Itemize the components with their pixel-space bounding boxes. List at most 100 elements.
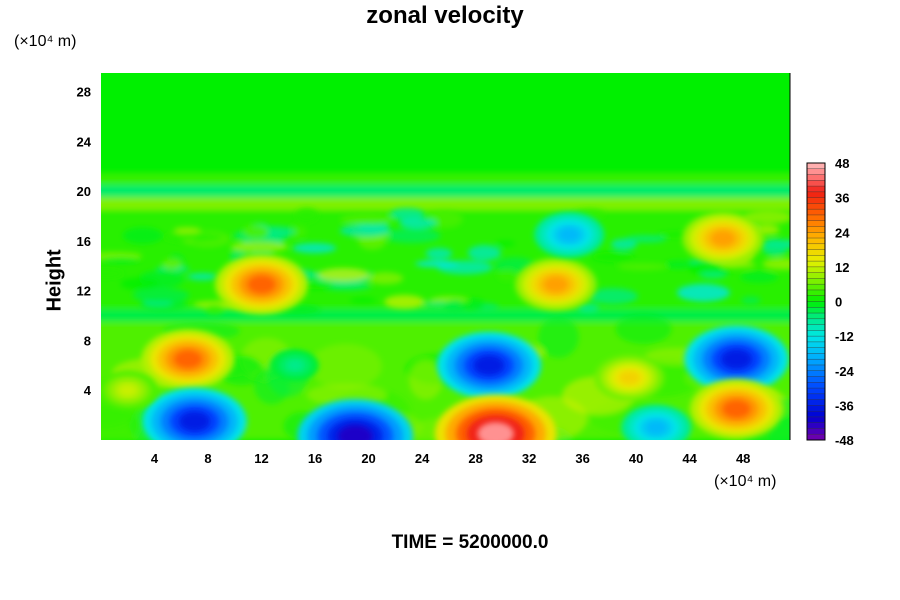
x-tick-label: 4 bbox=[151, 451, 159, 466]
x-tick-label: 8 bbox=[204, 451, 211, 466]
colorbar-segment bbox=[807, 336, 825, 343]
x-tick-label: 44 bbox=[682, 451, 697, 466]
colorbar-segment bbox=[807, 341, 825, 349]
plot-area bbox=[101, 73, 790, 440]
field-cell bbox=[408, 360, 443, 400]
field-cell bbox=[101, 256, 142, 264]
field-cell bbox=[467, 244, 501, 261]
field-cell bbox=[617, 263, 668, 271]
field-cell bbox=[761, 238, 789, 257]
field-cell bbox=[389, 207, 425, 221]
field-feature bbox=[710, 230, 736, 247]
colorbar-segment bbox=[807, 318, 825, 326]
field-cell bbox=[308, 343, 382, 389]
field-cell bbox=[495, 240, 516, 247]
y-tick-label: 28 bbox=[77, 85, 91, 100]
colorbar-segment bbox=[807, 388, 825, 395]
field-band bbox=[101, 172, 790, 185]
field-cell bbox=[383, 228, 441, 244]
field-cell bbox=[204, 303, 225, 315]
colorbar-tick-label: -24 bbox=[835, 364, 855, 379]
colorbar-segment bbox=[807, 203, 825, 210]
colorbar-segment bbox=[807, 180, 825, 187]
colorbar-tick-label: 24 bbox=[835, 225, 850, 240]
y-tick-label: 24 bbox=[77, 134, 92, 149]
colorbar-segment bbox=[807, 232, 825, 239]
field-cell bbox=[339, 224, 391, 238]
field-feature bbox=[477, 422, 514, 440]
colorbar-frame bbox=[806, 162, 826, 441]
colorbar-tick-label: 12 bbox=[835, 260, 849, 275]
field-band bbox=[101, 184, 790, 198]
field-feature bbox=[645, 420, 667, 435]
field-cell bbox=[384, 294, 425, 309]
field-cell bbox=[425, 247, 453, 260]
field-cell bbox=[577, 303, 599, 313]
field-cell bbox=[588, 288, 638, 305]
colorbar-segment bbox=[807, 411, 825, 418]
field-cell bbox=[292, 242, 337, 254]
field-feature bbox=[174, 350, 202, 369]
field-band bbox=[101, 197, 790, 210]
time-label: TIME = 5200000.0 bbox=[391, 532, 549, 553]
field-cell bbox=[743, 210, 790, 224]
field-feature bbox=[543, 276, 569, 293]
field-feature bbox=[118, 384, 137, 396]
colorbar-segment bbox=[807, 214, 825, 222]
colorbar-segment bbox=[807, 261, 825, 268]
field-cell bbox=[615, 313, 672, 345]
colorbar-segment bbox=[807, 370, 825, 378]
colorbar-segment bbox=[807, 284, 825, 291]
field-cell bbox=[349, 297, 377, 304]
colorbar-segment bbox=[807, 353, 825, 360]
x-tick-label: 28 bbox=[468, 451, 482, 466]
colorbar-segment bbox=[807, 324, 825, 331]
x-tick-label: 16 bbox=[308, 451, 322, 466]
x-tick-label: 48 bbox=[736, 451, 750, 466]
colorbar-segment bbox=[807, 416, 825, 424]
field-cell bbox=[187, 273, 218, 281]
field-cell bbox=[591, 251, 635, 263]
field-cell bbox=[230, 241, 289, 253]
x-tick-label: 36 bbox=[575, 451, 589, 466]
colorbar-segment bbox=[807, 289, 825, 297]
field-cell bbox=[443, 298, 468, 313]
colorbar-tick-label: -12 bbox=[835, 329, 854, 344]
field-cell bbox=[740, 271, 779, 283]
colorbar-tick-label: 48 bbox=[835, 156, 849, 171]
y-unit-label: (×10⁴ m) bbox=[14, 33, 77, 50]
colorbar-segment bbox=[807, 209, 825, 216]
colorbar-tick-label: -36 bbox=[835, 398, 854, 413]
field-cell bbox=[699, 271, 727, 279]
chart-title: zonal velocity bbox=[366, 2, 524, 29]
y-tick-label: 4 bbox=[84, 383, 92, 398]
field-cell bbox=[664, 260, 693, 269]
colorbar-segment bbox=[807, 168, 825, 176]
x-tick-label: 32 bbox=[522, 451, 536, 466]
field-cell bbox=[122, 227, 163, 244]
y-tick-label: 8 bbox=[84, 333, 91, 348]
field-features bbox=[101, 211, 789, 440]
x-tick-label: 12 bbox=[254, 451, 268, 466]
field-cell bbox=[243, 224, 269, 240]
field-feature bbox=[178, 411, 211, 432]
colorbar-segment bbox=[807, 295, 825, 302]
colorbar-segment bbox=[807, 364, 825, 372]
field-feature bbox=[473, 355, 505, 376]
colorbar-segment bbox=[807, 359, 825, 366]
field-cell bbox=[538, 316, 579, 358]
colorbar-tick-label: 36 bbox=[835, 191, 849, 206]
x-tick-label: 24 bbox=[415, 451, 430, 466]
colorbar-segment bbox=[807, 301, 825, 308]
field-cell bbox=[295, 207, 318, 223]
x-unit-label: (×10⁴ m) bbox=[714, 473, 777, 490]
field-feature bbox=[618, 370, 640, 385]
field-cell bbox=[101, 270, 124, 278]
colorbar-segment bbox=[807, 313, 825, 320]
colorbar-segment bbox=[807, 307, 825, 314]
field-cell bbox=[317, 268, 370, 282]
field-cell bbox=[762, 258, 790, 270]
colorbar-segment bbox=[807, 226, 825, 233]
colorbar-segment bbox=[807, 272, 825, 279]
